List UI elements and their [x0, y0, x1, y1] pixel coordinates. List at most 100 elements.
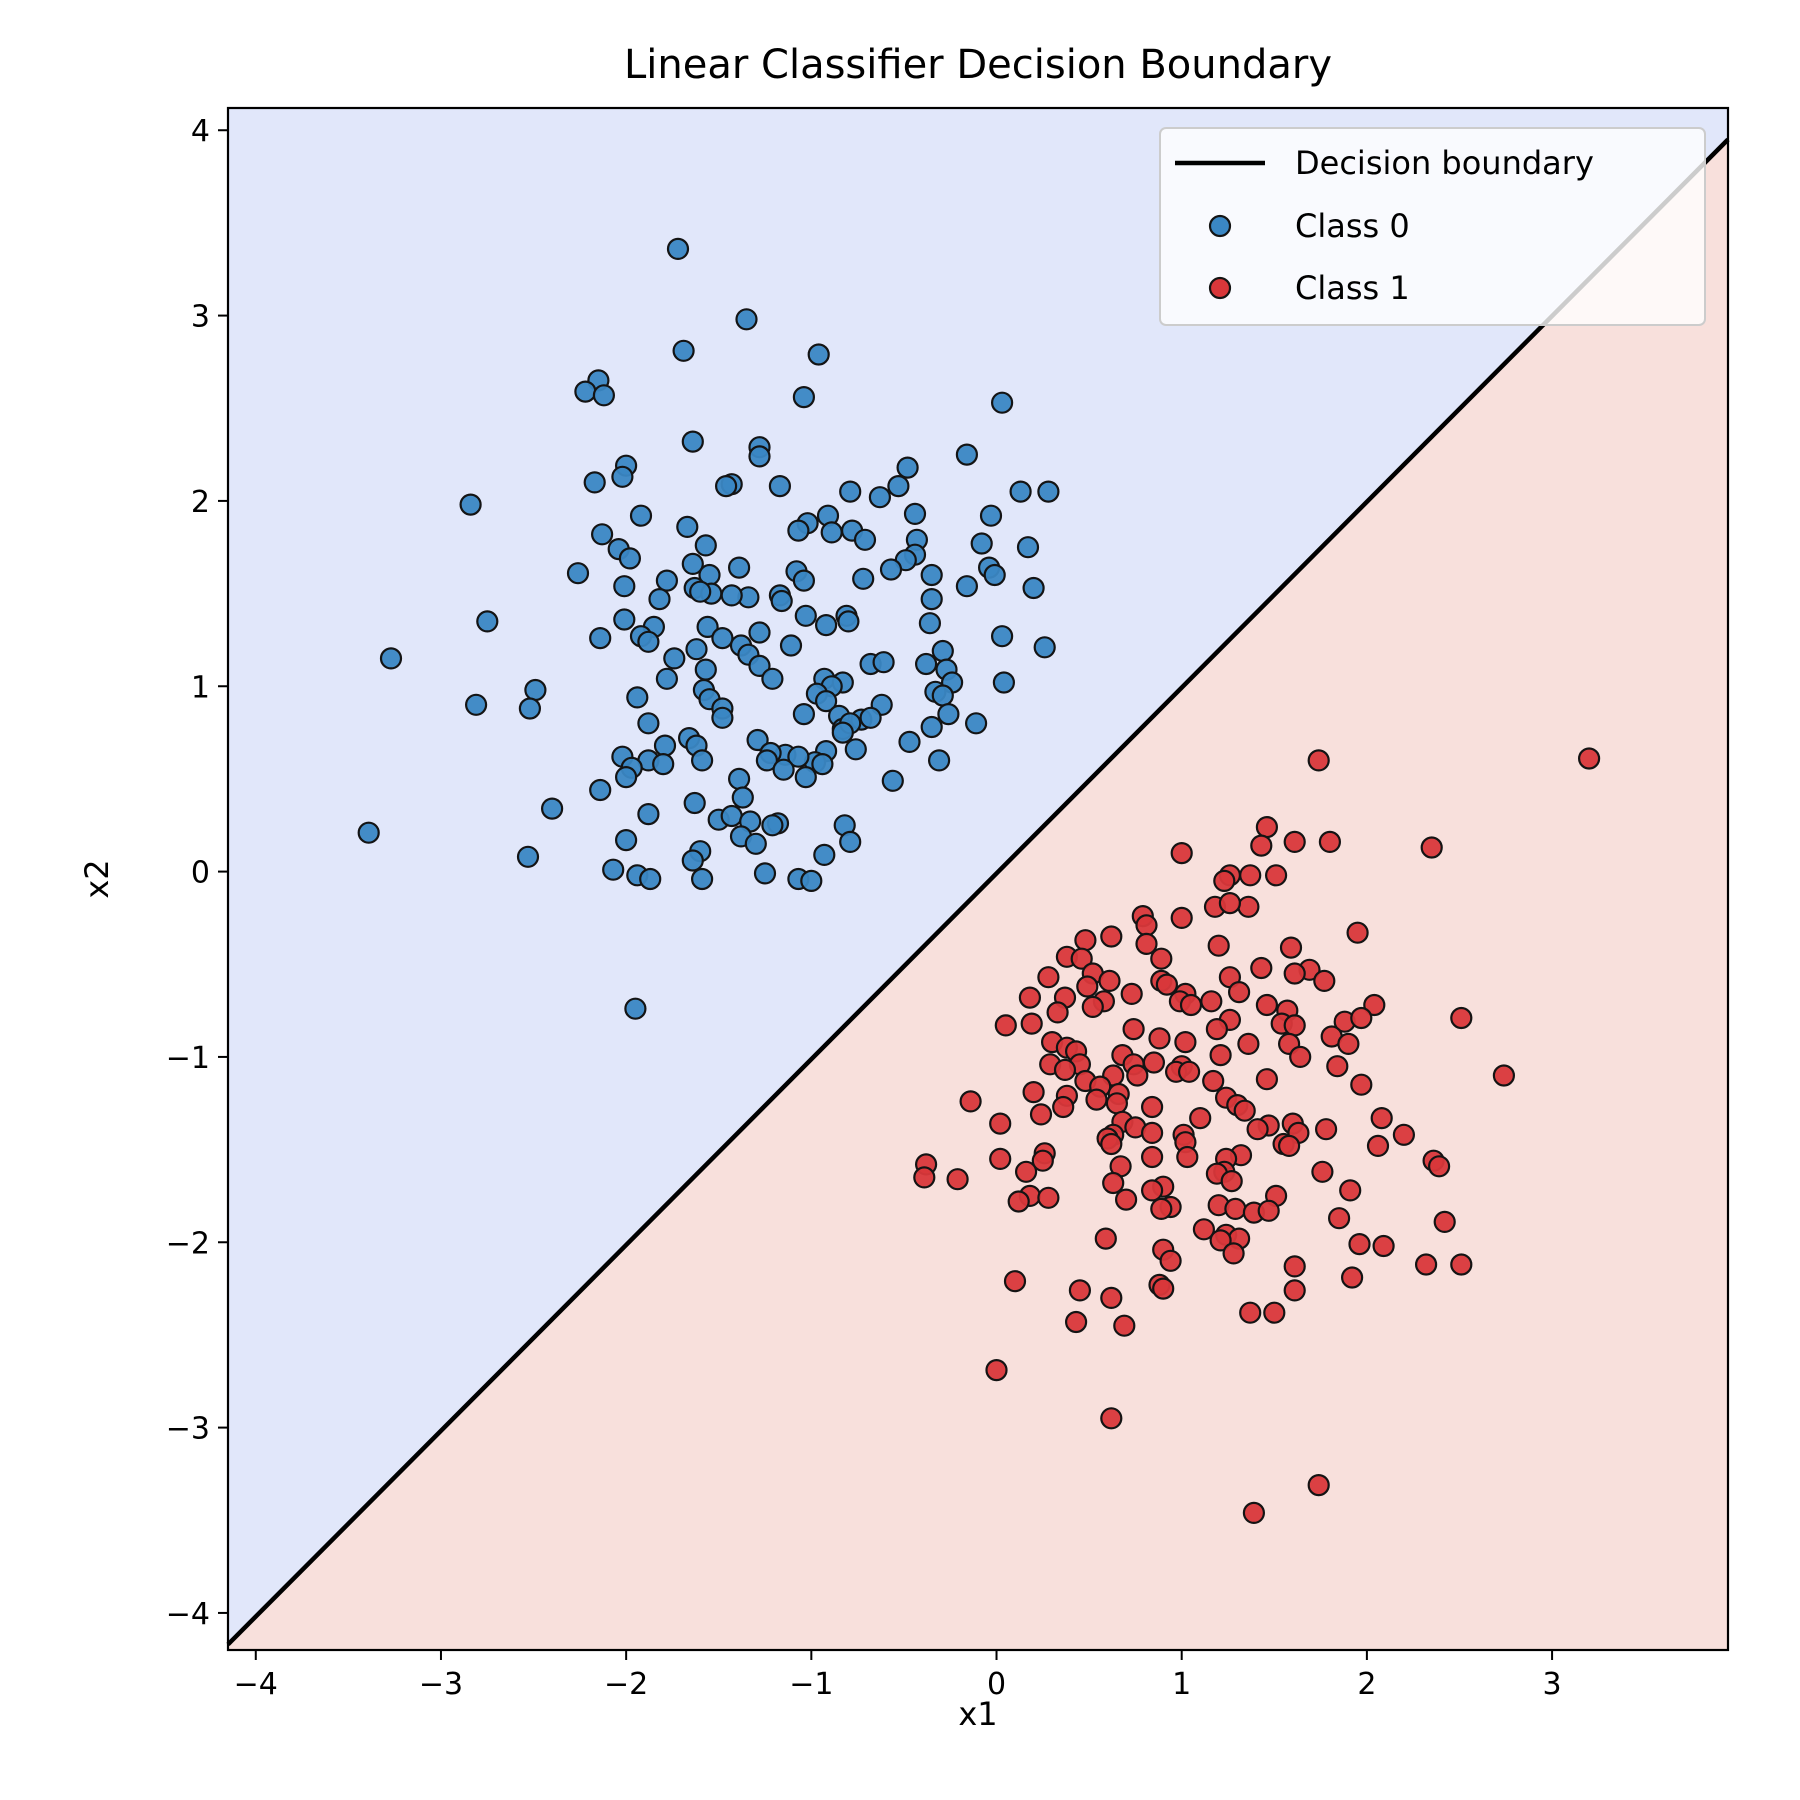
x-tick-label-4: 0 [987, 1667, 1006, 1702]
class-1-point-83 [1492, 1064, 1516, 1087]
class-0-point-82 [637, 630, 660, 653]
class-1-point-126 [1176, 1145, 1199, 1169]
plot-area [226, 106, 1730, 1652]
class-1-point-105 [989, 1112, 1012, 1135]
class-0-point-78 [748, 621, 771, 644]
class-1-point-101 [1233, 1099, 1256, 1122]
class-1-point-140 [1220, 1169, 1243, 1193]
y-axis-label: x2 [78, 859, 116, 898]
class-1-point-163 [1348, 1232, 1371, 1256]
class-0-point-74 [918, 612, 942, 635]
class-1-point-10 [1264, 864, 1288, 887]
class-0-point-3 [807, 343, 830, 366]
class-1-point-111 [1314, 1118, 1338, 1141]
class-1-point-80 [1053, 1058, 1077, 1082]
class-0-point-132 [898, 730, 921, 754]
class-1-point-149 [1114, 1188, 1138, 1211]
class-0-point-7 [792, 386, 816, 409]
class-1-point-82 [1177, 1060, 1201, 1083]
y-tick-label-6: 2 [191, 485, 210, 520]
class-1-point-14 [1218, 891, 1242, 915]
y-tick-label-2: −2 [166, 1226, 210, 1261]
class-0-point-26 [979, 504, 1003, 527]
class-1-point-156 [1433, 1210, 1456, 1234]
class-0-point-156 [540, 797, 564, 820]
class-0-point-80 [990, 625, 1014, 648]
class-0-point-166 [614, 828, 638, 852]
class-0-point-147 [690, 749, 714, 772]
class-0-point-29 [903, 502, 927, 526]
class-0-point-35 [853, 528, 877, 551]
class-1-point-38 [1076, 975, 1099, 998]
class-1-point-179 [1263, 1301, 1286, 1324]
class-1-point-87 [1202, 1069, 1225, 1093]
x-axis-ticks: −4 −3 −2 −1 0 1 2 3 [234, 1650, 1562, 1702]
class-0-point-145 [652, 752, 675, 776]
class-1-point-102 [1029, 1103, 1053, 1126]
class-1-point-73 [1289, 1045, 1312, 1069]
class-0-point-127 [831, 721, 854, 744]
legend-class-0-marker [1208, 214, 1232, 238]
class-0-point-27 [629, 504, 653, 527]
class-0-point-39 [1016, 536, 1040, 559]
class-1-point-89 [1350, 1073, 1373, 1096]
class-0-point-57 [613, 575, 636, 598]
class-1-point-155 [1327, 1207, 1351, 1230]
class-0-point-90 [663, 647, 686, 670]
class-0-point-68 [770, 589, 793, 613]
class-0-point-114 [465, 693, 488, 716]
class-1-point-124 [1277, 1134, 1301, 1158]
class-0-point-119 [711, 706, 734, 729]
class-1-point-183 [1100, 1407, 1123, 1430]
class-0-point-172 [681, 849, 704, 872]
x-tick-label-2: −2 [604, 1667, 648, 1702]
class-0-point-128 [920, 715, 943, 739]
class-0-point-171 [813, 843, 836, 867]
class-0-point-45 [681, 552, 704, 576]
class-1-point-144 [1140, 1179, 1164, 1202]
class-1-point-2 [1255, 815, 1279, 839]
class-1-point-61 [1283, 1014, 1306, 1037]
class-0-point-121 [964, 712, 988, 735]
class-0-point-148 [881, 769, 904, 792]
class-0-point-86 [1033, 636, 1056, 659]
class-0-point-21 [839, 480, 862, 503]
class-0-point-140 [755, 749, 779, 772]
y-tick-label-1: −3 [166, 1412, 210, 1447]
class-0-point-13 [896, 456, 919, 479]
class-1-point-27 [1250, 956, 1273, 980]
class-1-point-19 [1100, 925, 1123, 948]
class-1-point-147 [1037, 1186, 1060, 1209]
class-0-point-154 [731, 786, 754, 809]
class-1-point-158 [1150, 1197, 1173, 1221]
y-tick-label-4: 0 [191, 856, 210, 891]
class-1-point-133 [1427, 1155, 1451, 1178]
class-1-point-0 [1577, 747, 1601, 770]
y-tick-label-8: 4 [191, 114, 210, 149]
x-tick-label-1: −3 [419, 1667, 463, 1702]
class-1-point-181 [1113, 1314, 1136, 1337]
decision-boundary-line [226, 137, 1730, 1647]
y-tick-label-7: 3 [191, 300, 210, 335]
class-0-point-88 [685, 638, 708, 661]
class-1-point-21 [1135, 932, 1158, 956]
class-0-point-34 [820, 521, 843, 544]
class-1-point-60 [1020, 1012, 1043, 1035]
class-1-point-154 [1257, 1199, 1280, 1222]
class-1-point-9 [1239, 864, 1262, 887]
class-1-point-67 [1237, 1032, 1260, 1056]
y-axis-ticks: −4 −3 −2 −1 0 1 2 3 4 [166, 114, 228, 1632]
class-0-point-98 [761, 667, 784, 690]
class-0-point-144 [811, 752, 834, 776]
class-0-point-96 [694, 658, 717, 681]
class-1-point-50 [1046, 1001, 1069, 1024]
class-0-point-77 [696, 615, 719, 639]
class-0-point-24 [1037, 480, 1060, 503]
legend-box [1159, 127, 1706, 326]
class-1-point-20 [1074, 929, 1097, 952]
class-1-point-72 [1209, 1043, 1232, 1067]
class-1-point-121 [1366, 1134, 1390, 1158]
class-0-point-164 [761, 814, 784, 837]
class-1-point-36 [1155, 973, 1179, 996]
class-0-point-11 [748, 445, 771, 468]
